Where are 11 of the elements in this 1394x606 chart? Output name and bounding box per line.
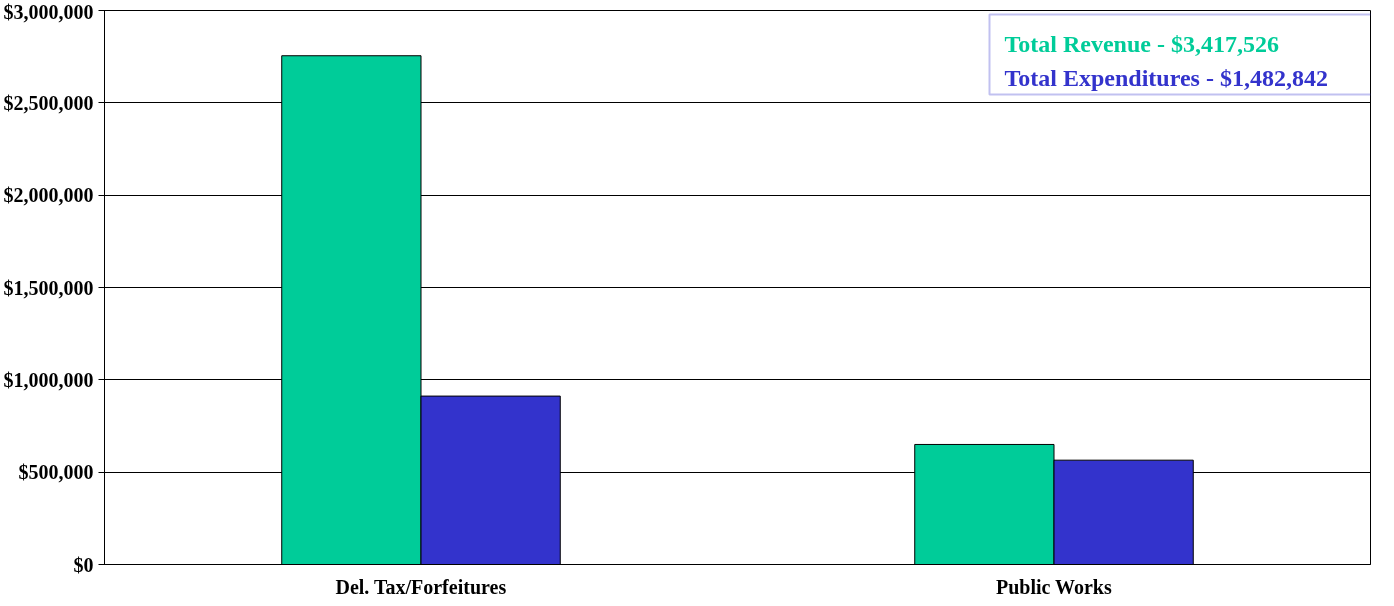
y-tick-label: $1,000,000 <box>3 368 94 391</box>
x-tick-label: Public Works <box>995 575 1112 598</box>
text: Total Revenue - $3,417,526 <box>1004 30 1279 57</box>
x-tick-label: Del. Tax/Forfeitures <box>335 575 507 598</box>
y-tick-label: $2,000,000 <box>3 184 94 207</box>
y-tick-label: $0 <box>73 553 94 576</box>
y-tick-label: $1,500,000 <box>3 276 94 299</box>
y-tick-label: $500,000 <box>18 461 94 484</box>
text: Total Expenditures - $1,482,842 <box>1004 64 1328 91</box>
y-tick-label: $3,000,000 <box>3 0 94 23</box>
y-tick-label: $2,500,000 <box>3 91 94 114</box>
